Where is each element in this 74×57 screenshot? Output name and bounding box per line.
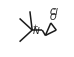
Text: O: O <box>49 13 56 22</box>
Text: -: - <box>53 6 56 12</box>
Text: +: + <box>33 23 38 29</box>
Text: Cl: Cl <box>49 8 58 17</box>
Text: N: N <box>32 26 39 35</box>
